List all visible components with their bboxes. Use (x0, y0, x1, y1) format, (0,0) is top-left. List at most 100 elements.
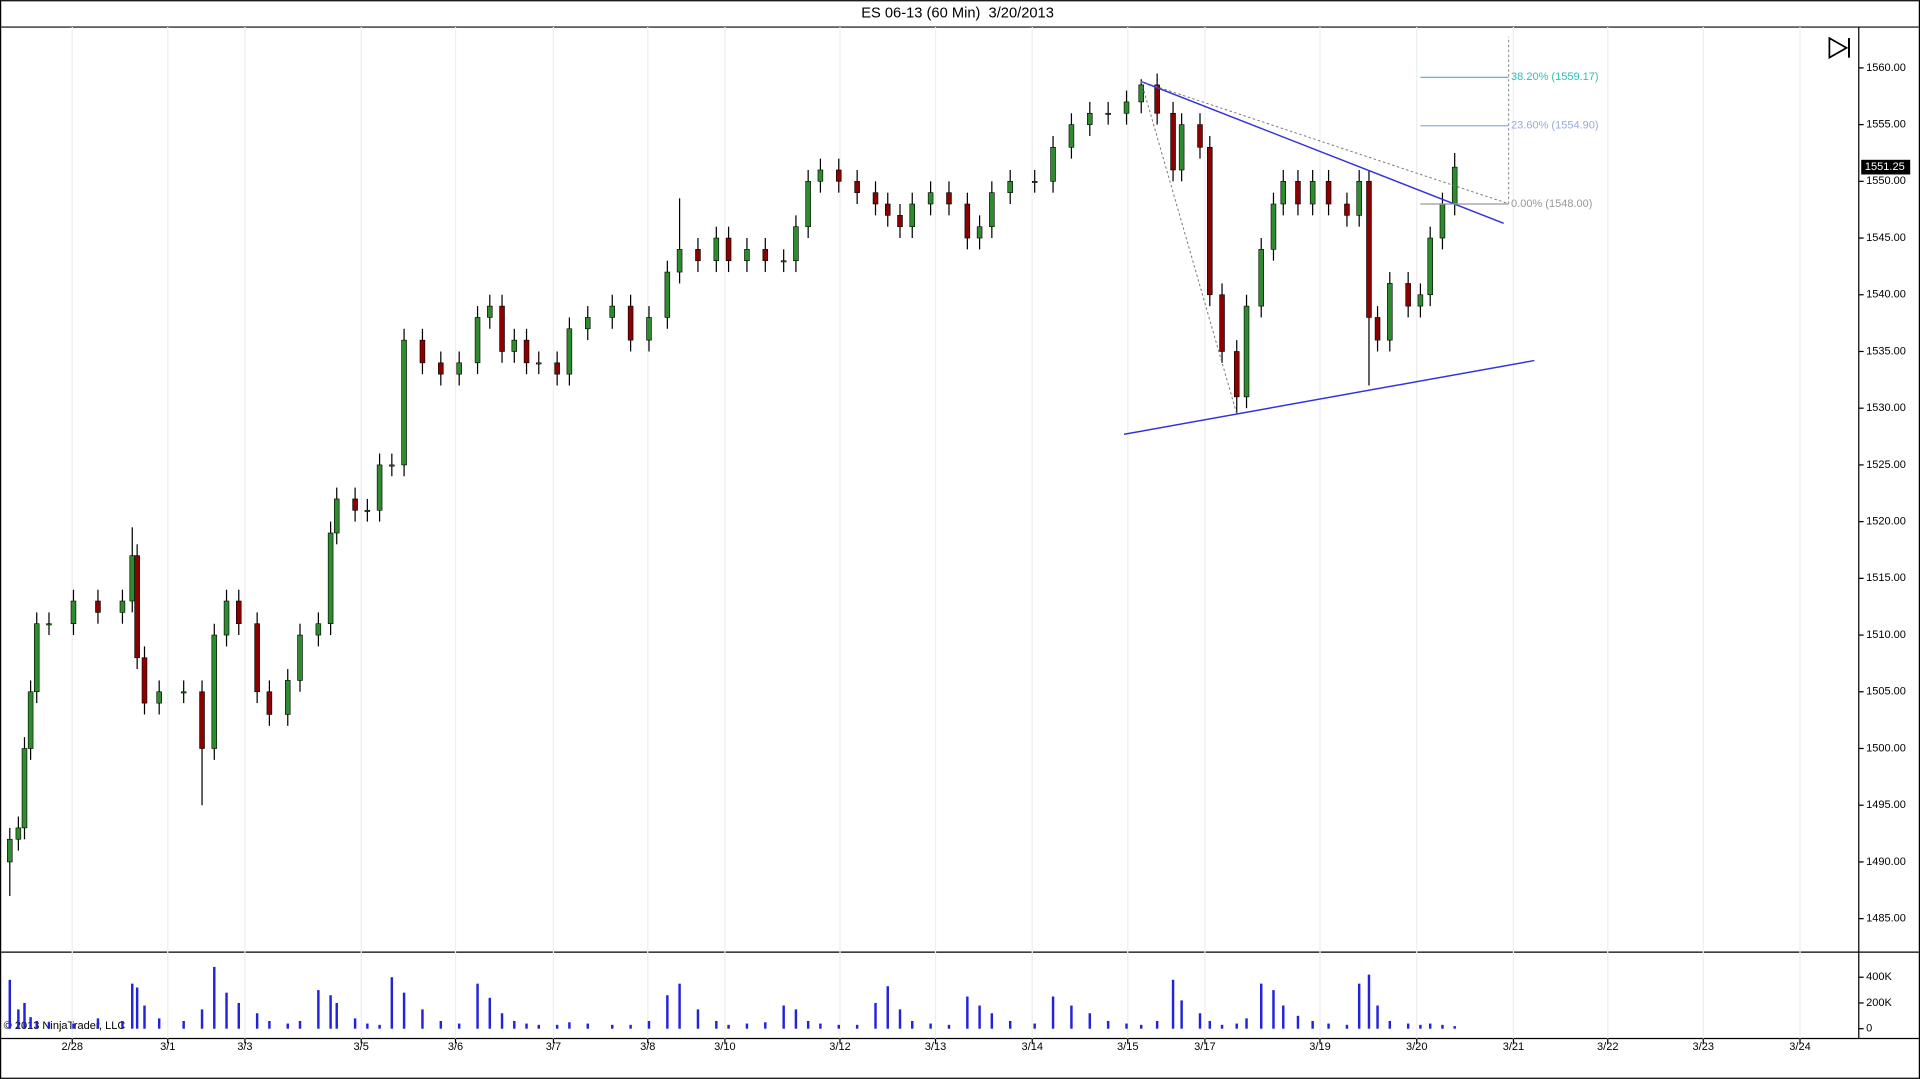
candle-body (70, 600, 77, 625)
volume-bar (1345, 1024, 1349, 1029)
volume-bar (525, 1023, 528, 1029)
volume-bar (1327, 1023, 1330, 1029)
candle-body (976, 226, 983, 239)
volume-bar (335, 1002, 338, 1029)
candle-body (1219, 294, 1225, 352)
candle-body (15, 827, 22, 840)
candle-body (1050, 146, 1056, 182)
candle-body (95, 600, 101, 613)
candle-body (1387, 283, 1393, 341)
play-icon[interactable] (1828, 36, 1849, 60)
candle-body (1243, 305, 1250, 398)
candle-body (964, 203, 971, 239)
x-tick-label: 3/20 (1406, 1041, 1427, 1053)
volume-bar (1008, 1020, 1012, 1029)
candle-body (7, 838, 13, 863)
candle-body (1031, 181, 1038, 183)
candle-body (805, 181, 811, 228)
candle-body (1270, 203, 1277, 250)
volume-bar (329, 995, 332, 1029)
trendline (1123, 359, 1535, 436)
trendline (1141, 81, 1507, 204)
candle-body (254, 623, 260, 693)
candle-body (989, 192, 995, 228)
volume-bar (929, 1023, 932, 1029)
volume-tick-label: 200K (1866, 997, 1892, 1009)
volume-tick-label: 0 (1866, 1023, 1872, 1035)
candle-body (129, 555, 135, 602)
volume-bar (1296, 1015, 1300, 1029)
y-tick-label: 1560.00 (1866, 62, 1906, 74)
candle-body (27, 691, 34, 749)
x-tick-label: 3/8 (640, 1041, 655, 1053)
volume-bar (555, 1024, 559, 1029)
candle-body (499, 305, 505, 352)
y-tick-label: 1520.00 (1866, 516, 1906, 528)
volume-bar (317, 990, 320, 1029)
volume-bar (819, 1023, 822, 1029)
candle-body (1258, 249, 1264, 307)
candle-body (1233, 351, 1240, 398)
volume-bar (8, 979, 12, 1029)
candle-body (817, 169, 824, 182)
volume-bar (1311, 1020, 1314, 1029)
volume-bar (17, 1009, 20, 1029)
candle-body (1154, 84, 1160, 114)
candle-body (33, 623, 40, 693)
volume-bar (1406, 1023, 1410, 1029)
candle-body (1170, 112, 1176, 171)
grid (71, 27, 1801, 1039)
volume-bar (715, 1020, 718, 1029)
volume-bar (1376, 1005, 1379, 1029)
volume-bar (1235, 1023, 1238, 1029)
candle-body (725, 237, 732, 262)
volume-bar (72, 1023, 75, 1029)
volume-bar (366, 1023, 369, 1029)
candle-body (456, 362, 462, 375)
x-tick-label: 3/12 (829, 1041, 850, 1053)
volume-bar (1106, 1020, 1110, 1029)
volume-bar (1388, 1020, 1392, 1029)
volume-bar (298, 1020, 302, 1029)
volume-bar (200, 1009, 204, 1029)
x-tick-label: 2/28 (62, 1041, 83, 1053)
volume-bar (500, 1013, 504, 1029)
candle-body (419, 339, 426, 364)
volume-bar (568, 1022, 571, 1029)
candle-body (327, 532, 334, 625)
volume-bar (782, 1005, 785, 1029)
candle-body (1427, 237, 1433, 296)
candle-body (664, 271, 671, 318)
volume-bar (898, 1009, 902, 1029)
scroll-end-icon[interactable] (1828, 36, 1850, 60)
volume-bar (1282, 1005, 1285, 1029)
volume-bar (1140, 1024, 1143, 1029)
candle-body (46, 623, 52, 626)
volume-bar (143, 1005, 146, 1029)
volume-bar (874, 1002, 877, 1029)
candle-body (211, 634, 218, 749)
candle-body (1356, 181, 1362, 216)
candle-body (1295, 181, 1301, 205)
volume-bar (1171, 979, 1175, 1029)
candle-body (1344, 203, 1350, 216)
volume-bar (1357, 983, 1361, 1029)
candle-body (285, 680, 291, 715)
candle-body (1366, 181, 1372, 318)
candle-body (474, 317, 481, 364)
volume-bar (268, 1020, 271, 1029)
y-tick-label: 1505.00 (1866, 686, 1906, 698)
candle-body (1207, 146, 1213, 296)
y-tick-label: 1510.00 (1866, 629, 1906, 641)
volume-tick-label: 400K (1866, 971, 1892, 983)
candle-body (511, 339, 518, 352)
candle-body (1178, 124, 1185, 171)
volume-bar (1367, 974, 1371, 1029)
candle-body (946, 192, 952, 205)
volume-bar (1419, 1024, 1422, 1029)
volume-bar (947, 1024, 951, 1029)
volume-bar (1088, 1013, 1092, 1029)
candle-body (389, 464, 395, 467)
last-price-box (1861, 159, 1911, 175)
